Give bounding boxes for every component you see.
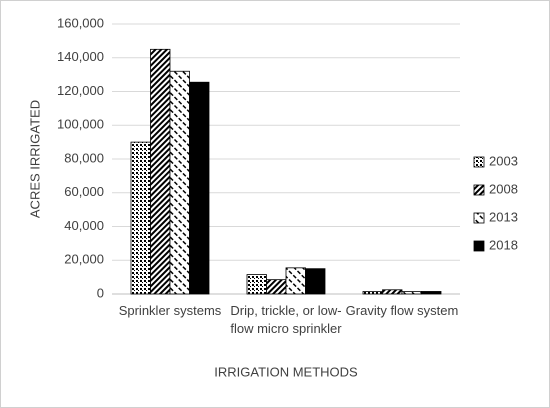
y-tick-label: 40,000 bbox=[64, 218, 104, 233]
legend-label: 2008 bbox=[489, 181, 518, 196]
x-tick-label: Sprinkler systems bbox=[118, 303, 222, 318]
bar bbox=[401, 291, 422, 295]
bar bbox=[130, 141, 151, 295]
bar bbox=[266, 279, 287, 295]
y-tick-label: 160,000 bbox=[57, 15, 104, 30]
legend-swatch bbox=[473, 184, 485, 196]
bar bbox=[189, 81, 210, 295]
x-tick-label: Gravity flow system bbox=[345, 303, 459, 318]
legend-swatch bbox=[473, 240, 485, 252]
bar bbox=[305, 268, 326, 295]
legend-label: 2018 bbox=[489, 237, 518, 252]
x-tick-label: Drip, trickle, or low-flow micro sprinkl… bbox=[230, 303, 342, 336]
y-tick-label: 100,000 bbox=[57, 117, 104, 132]
y-tick-label: 80,000 bbox=[64, 150, 104, 165]
bar bbox=[382, 289, 403, 295]
bar bbox=[150, 48, 171, 295]
y-axis-title: ACRES IRRIGATED bbox=[27, 100, 42, 218]
bar bbox=[246, 274, 267, 295]
y-tick-label: 60,000 bbox=[64, 184, 104, 199]
y-tick-label: 120,000 bbox=[57, 83, 104, 98]
y-tick-label: 140,000 bbox=[57, 49, 104, 64]
bar bbox=[362, 291, 383, 295]
y-tick-label: 0 bbox=[97, 285, 104, 300]
x-axis-title: IRRIGATION METHODS bbox=[214, 364, 358, 379]
legend-label: 2003 bbox=[489, 153, 518, 168]
legend-label: 2013 bbox=[489, 209, 518, 224]
y-tick-label: 20,000 bbox=[64, 252, 104, 267]
legend-swatch bbox=[473, 212, 485, 224]
bar bbox=[285, 267, 306, 295]
bar bbox=[421, 291, 442, 295]
bar bbox=[169, 70, 190, 295]
legend-swatch bbox=[473, 156, 485, 168]
